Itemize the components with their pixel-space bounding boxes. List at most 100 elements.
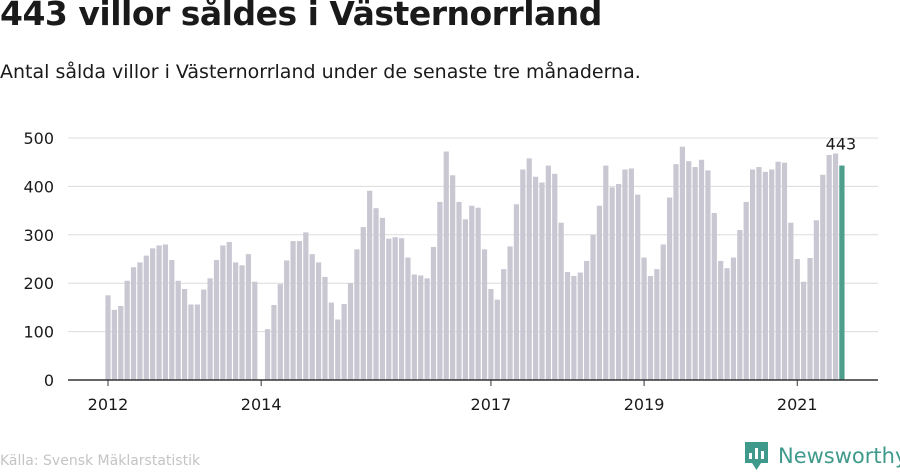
bar [290, 241, 296, 380]
bar [532, 176, 539, 380]
bar [762, 171, 768, 380]
newsworthy-logo-icon [745, 442, 768, 470]
bar [705, 170, 711, 380]
y-tick-label: 300 [23, 226, 54, 245]
bar [698, 159, 705, 380]
bar [188, 304, 194, 380]
bar [539, 182, 545, 380]
bar [501, 269, 507, 380]
bar [545, 165, 551, 380]
bar [322, 276, 328, 380]
bar [628, 168, 634, 380]
bar [507, 246, 513, 380]
bar [564, 272, 571, 380]
bar [622, 169, 628, 380]
bar [239, 265, 245, 380]
bar [162, 244, 169, 380]
bar [271, 304, 277, 380]
bar [137, 262, 143, 380]
bar [737, 229, 743, 380]
bar [749, 169, 756, 380]
bar [794, 259, 800, 380]
bar [775, 161, 781, 380]
bar [494, 299, 500, 380]
bar [213, 259, 220, 380]
bar [462, 219, 468, 380]
bar [450, 175, 456, 380]
bar [756, 167, 762, 380]
bar [730, 257, 737, 380]
bar [118, 305, 124, 380]
bar [169, 259, 175, 380]
bar [488, 289, 494, 380]
bar [584, 260, 590, 380]
bar [437, 201, 443, 380]
bar [373, 208, 379, 380]
bar [341, 304, 347, 380]
bar [667, 197, 673, 380]
bar-chart: 0 100 200 300 400 500 2012 2014 2017 2019 2021 44… [23, 129, 878, 414]
x-tick-label: 2012 [88, 395, 129, 414]
bar [615, 183, 622, 380]
bar [603, 165, 609, 380]
bar [718, 260, 724, 380]
bar [686, 161, 692, 380]
bar [296, 241, 303, 380]
x-tick-label: 2019 [624, 395, 665, 414]
bar [475, 207, 481, 380]
bar [207, 278, 213, 380]
bar [526, 158, 532, 380]
bar [411, 274, 417, 380]
bar [813, 220, 820, 380]
brand-name: Newsworthy [778, 444, 900, 468]
chart-title: 443 villor såldes i Västernorrland [0, 0, 602, 33]
bar [398, 238, 405, 380]
bar [781, 162, 788, 380]
bar [788, 222, 794, 380]
x-tick-label: 2017 [471, 395, 512, 414]
bar [647, 275, 654, 380]
bar [424, 278, 430, 380]
bar [801, 281, 807, 380]
bar [328, 302, 334, 380]
bar [590, 234, 596, 380]
bar [520, 169, 526, 380]
source-note: Källa: Svensk Mäklarstatistik [0, 453, 201, 469]
bar [264, 329, 271, 380]
bar [769, 169, 775, 380]
bar [743, 201, 749, 380]
bar [654, 269, 660, 380]
bar [367, 190, 373, 380]
bar [418, 275, 424, 380]
highlight-bar [839, 165, 845, 380]
x-tick-label: 2014 [241, 395, 282, 414]
bar [124, 280, 130, 380]
bar [386, 238, 392, 380]
bar [807, 258, 813, 380]
bar [284, 260, 290, 380]
bar [596, 205, 603, 380]
bar [635, 194, 641, 380]
bar [354, 249, 360, 380]
bar [316, 262, 322, 380]
bar [456, 201, 462, 380]
bar [392, 237, 398, 380]
bar [577, 272, 583, 380]
y-tick-label: 200 [23, 274, 54, 293]
bar [405, 257, 411, 380]
bar [105, 295, 111, 380]
brand-logo[interactable]: Newsworthy [744, 441, 900, 471]
x-axis-ticks: 2012 2014 2017 2019 2021 [88, 380, 818, 414]
y-tick-label: 100 [23, 323, 54, 342]
bars [105, 146, 845, 380]
bar [233, 262, 239, 380]
bar [571, 275, 577, 380]
bar [220, 245, 226, 380]
bar [641, 257, 647, 380]
bar [826, 154, 832, 380]
bar [303, 232, 309, 380]
chart-subtitle: Antal sålda villor i Västernorrland unde… [0, 61, 641, 83]
bar [552, 173, 558, 380]
bar [469, 205, 475, 380]
bar [111, 309, 117, 380]
